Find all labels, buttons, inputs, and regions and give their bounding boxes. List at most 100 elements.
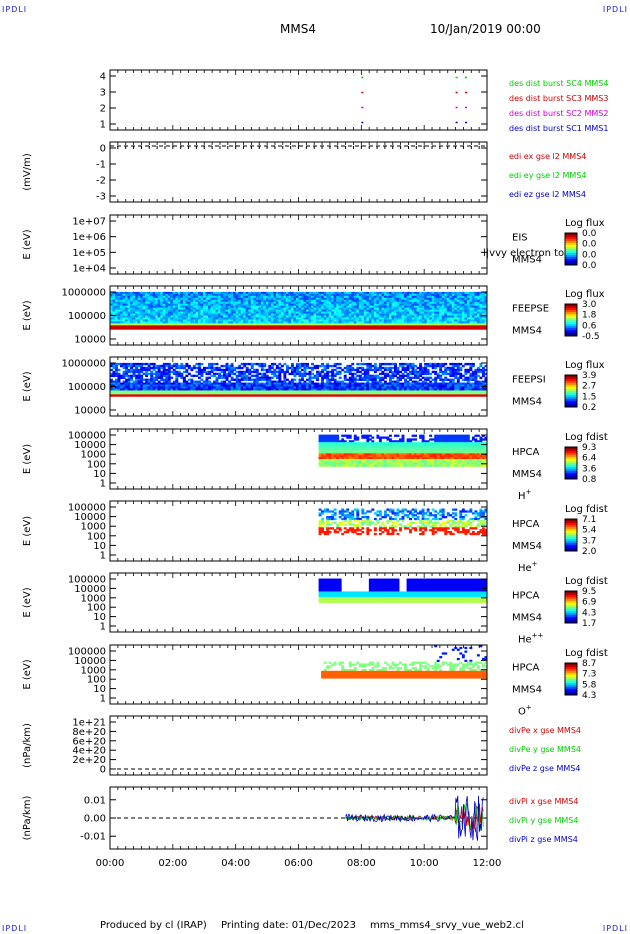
spectrogram-cell: [268, 394, 272, 397]
spectrogram-cell: [127, 295, 131, 299]
spectrogram-cell: [311, 315, 314, 318]
spectrogram-cell: [160, 311, 164, 314]
spectrogram-cell: [167, 321, 171, 324]
spectrogram-cell: [285, 323, 289, 326]
spectrogram-cell: [326, 362, 330, 366]
spectrogram-cell: [346, 293, 350, 297]
spectrogram-cell: [145, 372, 149, 376]
spectrogram-cell: [260, 303, 264, 307]
spectrogram-cell: [326, 384, 330, 387]
spectrogram-cell: [356, 323, 360, 326]
spectrogram-cell: [268, 313, 272, 316]
spectrogram-cell: [220, 299, 224, 303]
spectrogram-cell: [406, 299, 410, 303]
spectrogram-cell: [157, 388, 161, 391]
spectrogram-cell: [298, 386, 302, 389]
spectrogram-cell: [353, 384, 357, 387]
spectrogram-cell: [228, 380, 232, 383]
spectrogram-cell: [240, 386, 244, 389]
spectrogram-cell: [409, 315, 412, 318]
spectrogram-cell: [441, 317, 445, 320]
spectrogram-cell: [170, 325, 174, 328]
spectrogram-cell: [464, 309, 468, 312]
spectrogram-cell: [200, 327, 204, 330]
spectrogram-cell: [391, 386, 395, 389]
spectrogram-cell: [182, 366, 186, 370]
spectrogram-cell: [446, 323, 450, 326]
spectrogram-cell: [383, 390, 387, 393]
spectrogram-cell: [115, 372, 118, 376]
spectrogram-cell: [187, 388, 191, 391]
spectrogram-cell: [185, 303, 189, 307]
spectrogram-cell: [112, 303, 116, 307]
spectrogram-cell: [321, 386, 325, 389]
spectrogram-cell: [396, 303, 400, 307]
spectrogram-cell: [376, 319, 380, 322]
spectrogram-cell: [399, 319, 402, 322]
spectrogram-cell: [225, 366, 229, 370]
spectrogram-cell: [336, 327, 340, 330]
spectrogram-cell: [243, 321, 247, 324]
spectrogram-cell: [323, 297, 327, 301]
spectrogram-cell: [461, 295, 465, 299]
spectrogram-cell: [187, 327, 191, 330]
spectrogram-cell: [225, 362, 229, 366]
spectrogram-cell: [253, 313, 257, 316]
spectrogram-cell: [110, 297, 113, 301]
spectrogram-cell: [135, 291, 139, 295]
spectrogram-cell: [260, 382, 264, 385]
spectrogram-cell: [343, 297, 347, 301]
spectrogram-cell: [426, 307, 430, 310]
spectrogram-cell: [311, 319, 314, 322]
spectrogram-cell: [316, 394, 320, 397]
spectrogram-cell: [175, 303, 179, 307]
spectrogram-cell: [275, 370, 279, 374]
spectrogram-cell: [388, 319, 392, 322]
spectrogram-cell: [205, 297, 209, 301]
spectrogram-cell: [208, 362, 211, 366]
spectrogram-cell: [117, 384, 121, 387]
spectrogram-cell: [210, 394, 214, 397]
spectrogram-cell: [142, 319, 146, 322]
spectrogram-cell: [409, 325, 412, 328]
spectrogram-cell: [140, 390, 144, 393]
spectrogram-cell: [338, 293, 342, 297]
spectrogram-cell: [175, 372, 179, 376]
spectrogram-cell: [270, 321, 274, 324]
spectrogram-cell: [399, 299, 402, 303]
spectrogram-cell: [215, 317, 219, 320]
spectrogram-cell: [406, 313, 410, 316]
spectrogram-cell: [250, 299, 254, 303]
spectrogram-cell: [321, 325, 325, 328]
spectrogram-cell: [142, 309, 146, 312]
spectrogram-cell: [165, 382, 169, 385]
spectrogram-cell: [419, 295, 423, 299]
spectrogram-cell: [117, 303, 121, 307]
spectrogram-cell: [429, 311, 433, 314]
spectrogram-cell: [479, 317, 483, 320]
spectrogram-cell: [416, 323, 420, 326]
spectrogram-cell: [258, 307, 262, 310]
spectrogram-cell: [253, 297, 257, 301]
spectrogram-cell: [238, 303, 242, 307]
spectrogram-cell: [200, 374, 204, 378]
spectrogram-cell: [461, 319, 465, 322]
spectrogram-cell: [230, 392, 234, 395]
spectrogram-cell: [185, 327, 189, 330]
spectrogram-cell: [301, 295, 304, 299]
spectrogram-cell: [351, 295, 355, 299]
spectrogram-cell: [394, 301, 397, 305]
spectrogram-cell: [316, 325, 320, 328]
spectrogram-cell: [293, 366, 297, 370]
spectrogram-cell: [411, 307, 415, 310]
spectrogram-cell: [293, 311, 297, 314]
spectrogram-cell: [316, 309, 320, 312]
spectrogram-cell: [245, 299, 249, 303]
spectrogram-cell: [484, 291, 488, 295]
spectrogram-cell: [434, 303, 438, 307]
spectrogram-cell: [130, 299, 134, 303]
spectrogram-cell: [228, 372, 232, 376]
y-tick-label: 100000: [68, 311, 106, 322]
spectrogram-cell: [293, 297, 297, 301]
spectrogram-cell: [235, 315, 239, 318]
